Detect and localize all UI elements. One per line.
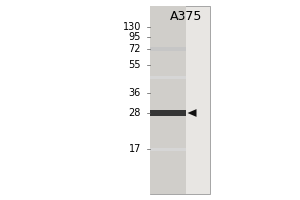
Bar	[150, 148, 186, 150]
Text: 95: 95	[129, 32, 141, 42]
Text: A375: A375	[170, 10, 202, 23]
Text: 130: 130	[123, 22, 141, 32]
Text: 72: 72	[128, 44, 141, 54]
Polygon shape	[188, 109, 196, 117]
Bar	[150, 6, 210, 194]
Bar	[150, 47, 186, 51]
Bar	[150, 6, 186, 194]
Text: 55: 55	[128, 60, 141, 70]
Text: 36: 36	[129, 88, 141, 98]
Text: 28: 28	[129, 108, 141, 118]
Bar	[150, 75, 186, 78]
Text: 17: 17	[129, 144, 141, 154]
Bar	[150, 110, 186, 116]
